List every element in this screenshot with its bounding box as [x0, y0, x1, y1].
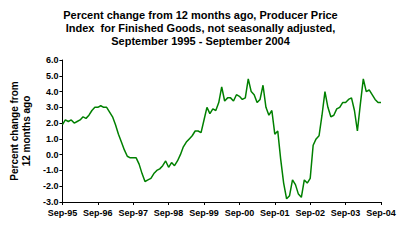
svg-text:-1.0: -1.0 — [43, 165, 59, 175]
svg-text:Index for Finished Goods, not: Index for Finished Goods, not seasonally… — [66, 22, 336, 34]
svg-text:Sep-97: Sep-97 — [118, 208, 148, 218]
svg-text:6.0: 6.0 — [46, 55, 59, 65]
svg-text:Sep-99: Sep-99 — [189, 208, 219, 218]
svg-text:Percent change from: Percent change from — [9, 81, 20, 181]
svg-text:Sep-02: Sep-02 — [295, 208, 325, 218]
svg-text:Sep-98: Sep-98 — [154, 208, 184, 218]
svg-text:3.0: 3.0 — [46, 102, 59, 112]
svg-text:-2.0: -2.0 — [43, 181, 59, 191]
svg-text:5.0: 5.0 — [46, 71, 59, 81]
svg-text:September 1995 - September 200: September 1995 - September 2004 — [111, 35, 290, 47]
svg-text:0.0: 0.0 — [46, 150, 59, 160]
svg-text:-3.0: -3.0 — [43, 197, 59, 207]
svg-text:4.0: 4.0 — [46, 87, 59, 97]
svg-text:Sep-96: Sep-96 — [83, 208, 113, 218]
svg-text:Percent change from 12 months: Percent change from 12 months ago, Produ… — [63, 9, 337, 21]
svg-text:Sep-04: Sep-04 — [366, 208, 396, 218]
svg-text:Sep-00: Sep-00 — [225, 208, 255, 218]
svg-text:Sep-03: Sep-03 — [331, 208, 361, 218]
svg-text:Sep-95: Sep-95 — [48, 208, 78, 218]
svg-text:Sep-01: Sep-01 — [260, 208, 290, 218]
svg-text:12 months ago: 12 months ago — [21, 96, 32, 167]
svg-text:2.0: 2.0 — [46, 118, 59, 128]
svg-text:1.0: 1.0 — [46, 134, 59, 144]
